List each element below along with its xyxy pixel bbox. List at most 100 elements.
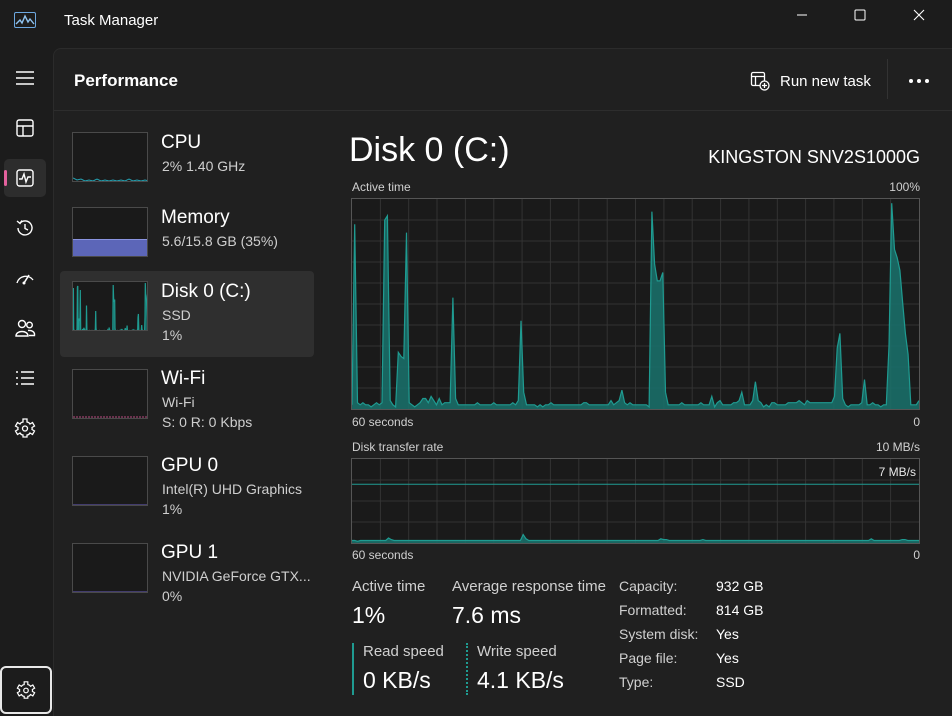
minimize-button[interactable] [773,0,831,30]
memory-thumbnail-graph [72,207,148,257]
performance-icon [16,169,34,187]
resource-item-memory[interactable]: Memory 5.6/15.8 GB (35%) [60,197,314,283]
title-bar: Task Manager [0,0,952,44]
app-title: Task Manager [64,12,159,29]
hamburger-menu-button[interactable] [4,59,46,97]
run-new-task-label: Run new task [780,72,871,90]
navigation-rail [0,44,50,716]
resource-detail: 5.6/15.8 GB (35%) [162,233,278,249]
graph2-x-right-label: 0 [913,548,920,562]
nav-processes[interactable] [4,109,46,147]
graph1-max-label: 100% [889,180,920,194]
nav-app-history[interactable] [4,209,46,247]
gpu1-thumbnail-graph [72,543,148,593]
avg-response-label: Average response time [452,578,606,595]
resource-detail: Wi-Fi [162,394,195,410]
disk-model: KINGSTON SNV2S1000G [708,147,920,167]
graph2-max-label: 10 MB/s [875,440,920,454]
run-task-icon [750,71,770,91]
graph2-x-left-label: 60 seconds [352,548,414,562]
disk-thumbnail-series-line [73,282,147,330]
transfer-rate-graph [351,458,920,544]
resource-usage: S: 0 R: 0 Kbps [162,414,253,430]
task-manager-app-icon [14,12,36,28]
startup-icon [16,274,34,285]
avg-response-value: 7.6 ms [452,602,522,628]
active-time-graph [351,198,920,410]
system-disk-value: Yes [716,626,739,642]
gpu0-thumbnail-graph [72,456,148,506]
resource-item-cpu[interactable]: CPU 2% 1.40 GHz [60,122,314,208]
users-icon [15,319,36,337]
disk-thumbnail-graph [72,281,148,331]
wifi-thumbnail-graph [72,369,148,419]
read-speed-value: 0 KB/s [363,667,431,693]
graph2-reference-label: 7 MB/s [878,465,916,479]
formatted-label: Formatted: [619,602,687,618]
resource-item-disk-0[interactable]: Disk 0 (C:) SSD 1% [60,271,314,357]
page-file-value: Yes [716,650,739,666]
details-icon [16,371,34,385]
disk-thumbnail-series-area [73,283,147,330]
hamburger-icon [16,71,34,85]
read-speed-indicator [352,643,354,695]
page-header: Performance Run new task [54,49,952,111]
type-label: Type: [619,674,654,690]
nav-users[interactable] [4,309,46,347]
write-speed-value: 4.1 KB/s [477,667,564,693]
resource-usage: 1% [162,327,183,343]
active-time-value: 1% [352,602,386,628]
graph1-x-right-label: 0 [913,415,920,429]
resource-item-gpu-0[interactable]: GPU 0 Intel(R) UHD Graphics 1% [60,445,314,531]
resource-name: GPU 0 [161,455,219,476]
nav-details[interactable] [4,359,46,397]
page-title: Performance [74,71,178,90]
history-icon [16,220,33,236]
resource-item-gpu-1[interactable]: GPU 1 NVIDIA GeForce GTX... 0% [60,532,314,618]
processes-icon [16,119,34,137]
resource-detail: Intel(R) UHD Graphics [162,481,303,497]
resource-name: CPU [161,132,202,153]
disk-title: Disk 0 (C:) [349,131,510,169]
header-divider [887,59,888,99]
write-speed-indicator [466,643,468,695]
performance-panel: Performance Run new task CPU 2% 1.40 GHz… [53,48,952,716]
transfer-rate-series-line [352,533,919,542]
read-speed-label: Read speed [363,643,444,660]
dot [925,79,929,83]
gear-icon [16,681,36,699]
memory-usage-fill [73,239,147,256]
dot [909,79,913,83]
capacity-label: Capacity: [619,578,678,594]
active-time-series-line [352,203,919,409]
formatted-value: 814 GB [716,602,764,618]
resource-name: Memory [161,207,230,228]
settings-button[interactable] [0,666,52,714]
system-disk-label: System disk: [619,626,699,642]
capacity-value: 932 GB [716,578,764,594]
resource-item-wifi[interactable]: Wi-Fi Wi-Fi S: 0 R: 0 Kbps [60,358,314,444]
page-file-label: Page file: [619,650,678,666]
maximize-button[interactable] [831,0,889,30]
cpu-thumbnail-graph [72,132,148,182]
services-icon [14,418,36,438]
nav-startup-apps[interactable] [4,259,46,297]
nav-performance[interactable] [4,159,46,197]
resource-detail: NVIDIA GeForce GTX... [162,568,311,584]
graph2-label: Disk transfer rate [352,440,444,454]
run-new-task-button[interactable]: Run new task [750,67,871,95]
active-time-label: Active time [352,578,426,595]
resource-usage: 1% [162,501,183,517]
nav-services[interactable] [4,409,46,447]
type-value: SSD [716,674,745,690]
graph1-x-left-label: 60 seconds [352,415,414,429]
resource-name: Disk 0 (C:) [161,281,251,302]
resource-detail: SSD [162,307,191,323]
close-button[interactable] [890,0,948,30]
resource-name: Wi-Fi [161,368,206,389]
graph1-label: Active time [352,180,411,194]
resource-usage: 0% [162,588,183,604]
resource-detail: 2% 1.40 GHz [162,158,246,174]
resource-name: GPU 1 [161,542,219,563]
more-options-button[interactable] [904,67,934,95]
